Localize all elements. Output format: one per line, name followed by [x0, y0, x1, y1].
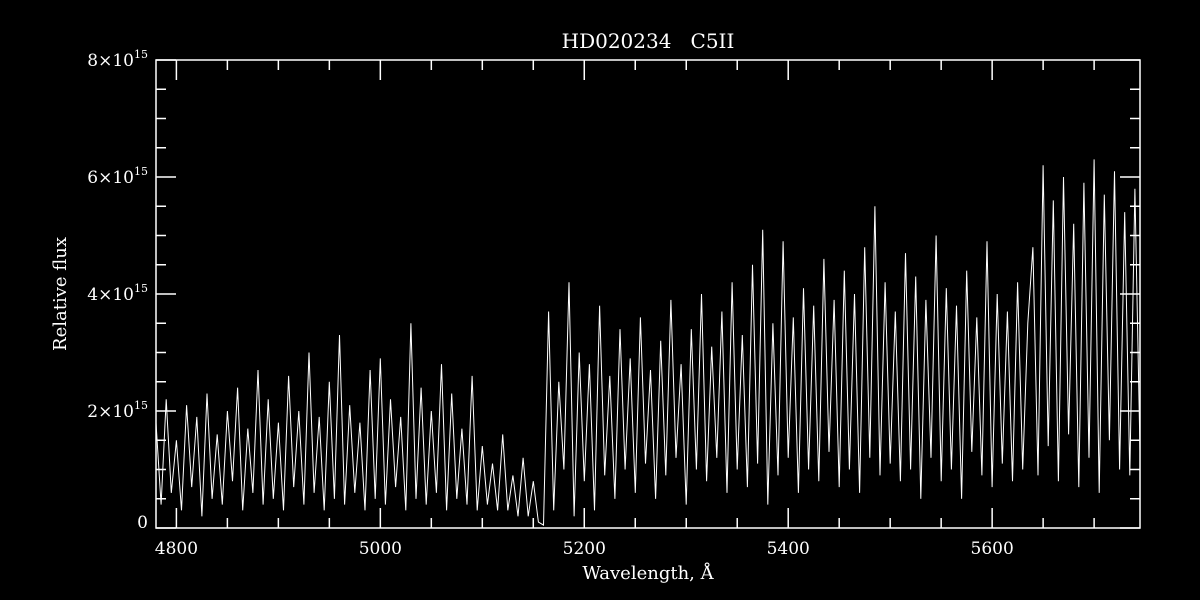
- x-tick-label: 5600: [971, 539, 1014, 559]
- chart-title: HD020234 C5II: [562, 29, 735, 53]
- y-tick-mantissa: 2×10: [87, 402, 134, 422]
- y-tick-label: 4×1015: [87, 282, 148, 305]
- y-tick-label: 8×1015: [87, 48, 148, 71]
- x-axis-label: Wavelength, Å: [582, 562, 714, 584]
- y-tick-label: 0: [137, 513, 148, 533]
- x-tick-label: 4800: [155, 539, 198, 559]
- y-tick-exponent: 15: [134, 282, 148, 295]
- y-axis-label: Relative flux: [50, 237, 71, 351]
- x-tick-label: 5400: [767, 539, 810, 559]
- y-tick-exponent: 15: [134, 48, 148, 61]
- y-tick-label: 6×1015: [87, 165, 148, 188]
- y-tick-exponent: 15: [134, 165, 148, 178]
- x-tick-label: 5000: [359, 539, 402, 559]
- plot-frame: [155, 59, 1141, 529]
- x-tick-label: 5200: [563, 539, 606, 559]
- y-tick-mantissa: 8×10: [87, 51, 134, 71]
- y-tick-exponent: 15: [134, 399, 148, 412]
- y-tick-mantissa: 0: [137, 513, 148, 533]
- y-tick-mantissa: 4×10: [87, 285, 134, 305]
- y-tick-mantissa: 6×10: [87, 168, 134, 188]
- y-tick-label: 2×1015: [87, 399, 148, 422]
- spectrum-line: [155, 159, 1141, 526]
